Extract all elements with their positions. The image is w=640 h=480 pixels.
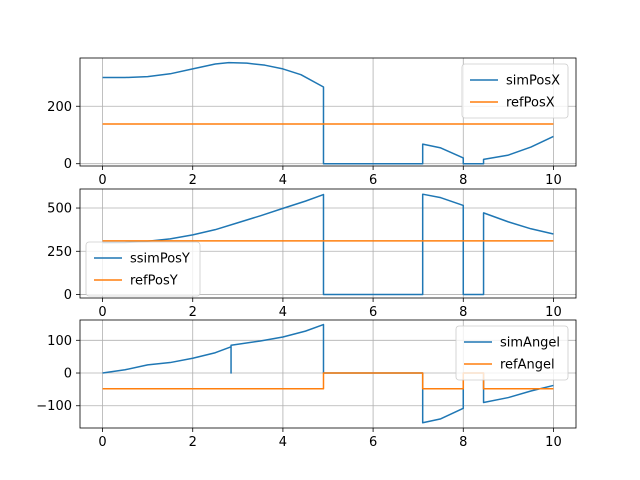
legend-label-simAngel: simAngel bbox=[500, 336, 560, 351]
x-tick-label: 2 bbox=[189, 305, 197, 320]
legend-label-ssimPosY: ssimPosY bbox=[130, 252, 190, 267]
legend-box bbox=[461, 63, 569, 119]
x-tick-label: 8 bbox=[459, 435, 467, 450]
legend-label-refPosX: refPosX bbox=[506, 96, 555, 111]
y-tick-label: 250 bbox=[47, 245, 72, 260]
x-tick-label: 10 bbox=[545, 173, 562, 188]
y-tick-label: 500 bbox=[47, 202, 72, 217]
legend: simPosX refPosX bbox=[461, 63, 569, 119]
y-tick-label: 0 bbox=[64, 288, 72, 303]
axes-frame bbox=[79, 188, 577, 299]
series-line-ssimPosY bbox=[102, 193, 554, 296]
x-tick-label: 10 bbox=[545, 305, 562, 320]
y-tick-label: 100 bbox=[47, 334, 72, 349]
x-tick-label: 2 bbox=[189, 173, 197, 188]
x-tick-label: 4 bbox=[279, 435, 287, 450]
legend-box bbox=[455, 325, 569, 381]
x-tick-label: 10 bbox=[545, 435, 562, 450]
axes-frame bbox=[79, 57, 577, 167]
subplot-1: 0 2 4 6 8 10 0 200 simPosX refPosX bbox=[47, 57, 577, 188]
x-tick-label: 8 bbox=[459, 305, 467, 320]
series-line-simPosX bbox=[102, 61, 554, 165]
x-tick-label: 0 bbox=[98, 173, 106, 188]
x-tick-label: 8 bbox=[459, 173, 467, 188]
subplot-3: 0 2 4 6 8 10 −100 0 100 simAngel refAngel bbox=[36, 319, 577, 450]
y-tick-label: 0 bbox=[64, 367, 72, 382]
x-tick-label: 6 bbox=[369, 173, 377, 188]
x-tick-label: 0 bbox=[98, 305, 106, 320]
y-tick-label: 200 bbox=[47, 100, 72, 115]
x-tick-label: 6 bbox=[369, 305, 377, 320]
x-tick-label: 0 bbox=[98, 435, 106, 450]
x-tick-label: 4 bbox=[279, 305, 287, 320]
legend-box bbox=[85, 241, 201, 297]
legend-label-simPosX: simPosX bbox=[506, 74, 560, 89]
legend-label-refAngel: refAngel bbox=[500, 358, 555, 373]
y-tick-label: 0 bbox=[64, 157, 72, 172]
series-line-refAngel bbox=[102, 372, 554, 390]
legend: ssimPosY refPosY bbox=[85, 241, 201, 297]
legend-label-refPosY: refPosY bbox=[130, 274, 178, 289]
legend: simAngel refAngel bbox=[455, 325, 569, 381]
subplot-2: 0 2 4 6 8 10 0 250 500 ssimPosY refPosY bbox=[47, 188, 577, 320]
x-tick-label: 4 bbox=[279, 173, 287, 188]
x-tick-label: 2 bbox=[189, 435, 197, 450]
y-tick-label: −100 bbox=[36, 399, 72, 414]
x-tick-label: 6 bbox=[369, 435, 377, 450]
axes-frame bbox=[79, 319, 577, 429]
